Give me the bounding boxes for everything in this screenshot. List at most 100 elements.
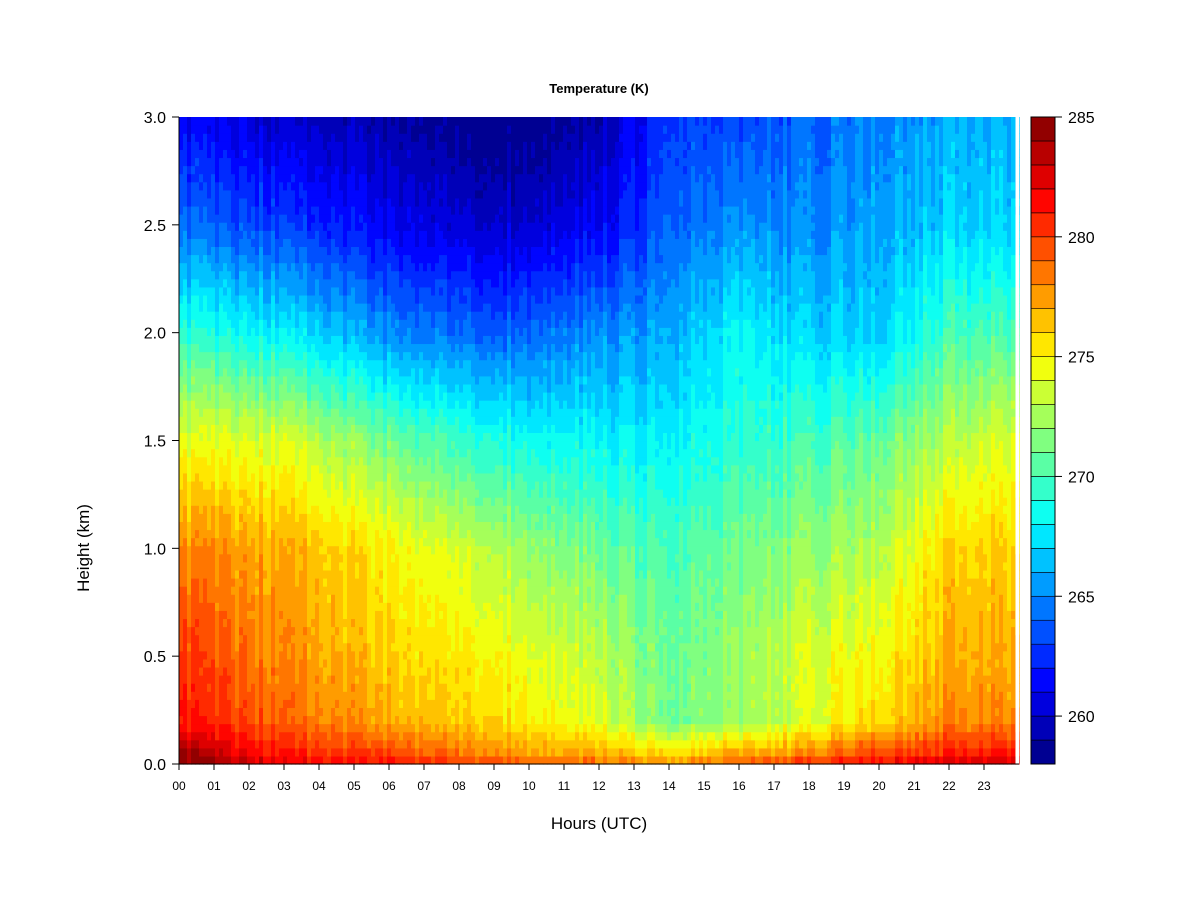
heat-cell (247, 537, 252, 547)
heat-cell (291, 311, 296, 320)
heat-cell (227, 246, 232, 256)
heat-cell (371, 238, 376, 247)
heat-cell (323, 553, 328, 563)
heat-cell (399, 270, 404, 280)
heat-cell (231, 569, 236, 579)
heat-cell (335, 359, 340, 369)
heat-cell (411, 197, 416, 207)
heat-cell (291, 731, 296, 741)
heat-cell (239, 157, 244, 167)
heat-cell (255, 214, 260, 223)
heat-cell (363, 400, 368, 409)
heat-cell (383, 222, 388, 231)
heat-cell (191, 594, 196, 603)
heat-cell (195, 238, 200, 247)
heat-cell (403, 683, 408, 692)
heat-cell (367, 214, 372, 223)
heat-cell (403, 480, 408, 490)
heat-cell (339, 294, 344, 304)
heat-cell (423, 133, 428, 142)
heat-cell (359, 569, 364, 579)
heat-cell (331, 610, 336, 620)
heat-cell (235, 125, 240, 134)
heat-cell (203, 440, 208, 450)
heat-cell (263, 197, 268, 207)
heat-cell (355, 141, 360, 150)
heat-cell (187, 683, 192, 692)
heat-cell (191, 383, 196, 393)
heat-cell (227, 755, 232, 765)
heat-cell (255, 303, 260, 312)
heat-cell (403, 157, 408, 167)
heat-cell (319, 464, 324, 474)
heat-cell (371, 464, 376, 474)
heat-cell (403, 553, 408, 563)
heat-cell (335, 246, 340, 256)
heat-cell (191, 375, 196, 385)
heat-cell (227, 642, 232, 652)
heat-cell (191, 157, 196, 167)
heat-cell (355, 594, 360, 603)
heat-cell (279, 343, 284, 353)
heat-cell (299, 739, 304, 749)
heat-cell (299, 675, 304, 684)
heat-cell (275, 577, 280, 587)
heat-cell (295, 400, 300, 409)
heat-cell (279, 222, 284, 231)
heat-cell (343, 400, 348, 409)
heat-cell (375, 303, 380, 312)
heat-cell (367, 577, 372, 587)
heat-cell (423, 238, 428, 247)
heat-cell (183, 157, 188, 167)
heat-cell (327, 739, 332, 749)
heat-cell (343, 755, 348, 765)
heat-cell (407, 489, 412, 498)
heat-cell (247, 343, 252, 353)
heat-cell (419, 303, 424, 312)
heat-cell (251, 189, 256, 199)
heat-cell (407, 262, 412, 272)
heat-cell (363, 197, 368, 207)
heat-cell (295, 464, 300, 474)
heat-cell (231, 480, 236, 490)
heat-cell (263, 149, 268, 159)
heat-cell (207, 577, 212, 587)
heat-cell (183, 448, 188, 458)
heat-cell (283, 383, 288, 393)
heat-cell (247, 246, 252, 256)
heat-cell (323, 650, 328, 660)
heat-cell (219, 464, 224, 474)
heat-cell (347, 383, 352, 393)
heat-cell (243, 400, 248, 409)
heat-cell (219, 359, 224, 369)
heat-cell (419, 335, 424, 345)
heat-cell (399, 456, 404, 466)
heat-cell (211, 561, 216, 571)
heat-cell (395, 658, 400, 668)
heat-cell (303, 254, 308, 264)
heat-cell (183, 335, 188, 345)
heat-cell (263, 125, 268, 134)
heat-cell (235, 270, 240, 280)
heat-cell (335, 189, 340, 199)
heat-cell (311, 586, 316, 595)
heat-cell (391, 303, 396, 312)
heat-cell (207, 254, 212, 264)
heat-cell (339, 400, 344, 409)
heat-cell (191, 335, 196, 345)
heat-cell (223, 149, 228, 159)
heat-cell (259, 391, 264, 401)
heat-cell (179, 529, 184, 539)
heat-cell (239, 125, 244, 134)
heat-cell (319, 189, 324, 199)
heat-cell (295, 610, 300, 620)
heat-cell (343, 319, 348, 328)
heat-cell (275, 602, 280, 611)
heat-cell (399, 683, 404, 692)
heat-cell (243, 440, 248, 450)
heat-cell (395, 553, 400, 563)
heat-cell (247, 747, 252, 757)
heat-cell (331, 367, 336, 377)
heat-cell (391, 634, 396, 644)
heat-cell (239, 133, 244, 142)
